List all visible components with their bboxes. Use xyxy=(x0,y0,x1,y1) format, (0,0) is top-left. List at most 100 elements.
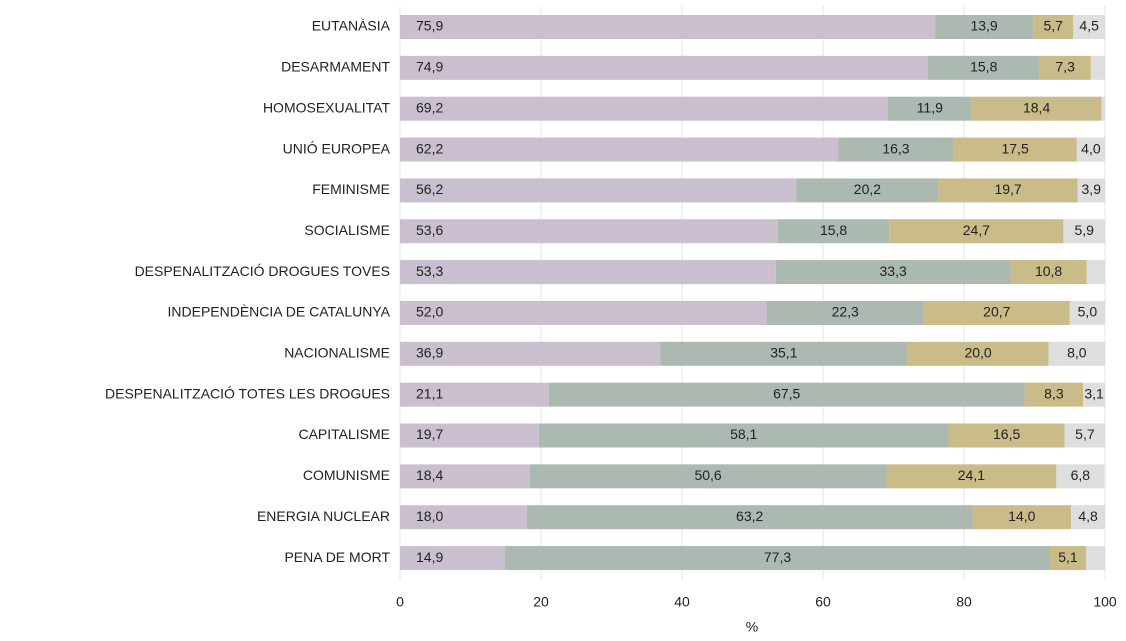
bar-segment xyxy=(400,382,549,407)
data-label: 8,3 xyxy=(1044,385,1064,401)
bar-segment xyxy=(1083,382,1105,407)
data-label: 75,9 xyxy=(416,18,443,34)
x-tick-label: 60 xyxy=(815,594,831,610)
bar-segment xyxy=(400,15,936,39)
y-tick-label: DESPENALITZACIÓ DROGUES TOVES xyxy=(135,263,390,279)
data-label: 5,1 xyxy=(1058,549,1078,565)
data-label: 5,7 xyxy=(1043,18,1063,34)
bar-segment xyxy=(971,96,1102,121)
y-tick-label: COMUNISME xyxy=(303,467,390,483)
bar-segment xyxy=(948,423,1065,448)
data-label: 15,8 xyxy=(970,59,997,75)
bar-segment xyxy=(400,546,506,571)
data-label: 5,9 xyxy=(1074,222,1094,238)
x-tick-label: 0 xyxy=(396,594,404,610)
bar-segment xyxy=(889,219,1064,244)
data-label: 16,5 xyxy=(993,426,1020,442)
bar-segment xyxy=(796,178,939,203)
data-label: 4,8 xyxy=(1078,508,1098,524)
y-tick-label: NACIONALISME xyxy=(284,345,390,361)
data-label: 50,6 xyxy=(694,467,721,483)
bar-segment xyxy=(1010,260,1087,285)
data-label: 18,0 xyxy=(416,508,443,524)
bar-segment xyxy=(400,300,767,325)
bar-segment xyxy=(1050,546,1086,571)
data-label: 58,1 xyxy=(730,426,757,442)
bar-segment xyxy=(838,137,954,162)
data-label: 14,9 xyxy=(416,549,443,565)
bar-segment xyxy=(400,178,797,203)
data-label: 16,3 xyxy=(882,140,909,156)
data-label: 35,1 xyxy=(770,345,797,361)
bar-segment xyxy=(928,55,1040,80)
bar-segment xyxy=(1101,96,1105,121)
y-tick-label: ENERGIA NUCLEAR xyxy=(257,508,390,524)
bar-segment xyxy=(972,505,1072,530)
data-label: 3,9 xyxy=(1082,181,1102,197)
y-tick-label: DESPENALITZACIÓ TOTES LES DROGUES xyxy=(105,385,390,401)
bar-segment xyxy=(1085,546,1105,571)
bar-segment xyxy=(538,423,949,448)
bar-segment xyxy=(526,505,973,530)
data-label: 17,5 xyxy=(1001,140,1028,156)
data-label: 11,9 xyxy=(917,99,943,115)
data-label: 53,6 xyxy=(416,222,443,238)
data-label: 15,8 xyxy=(820,222,847,238)
data-label: 5,0 xyxy=(1078,304,1098,320)
data-label: 53,3 xyxy=(416,263,443,279)
bar-segment xyxy=(766,300,924,325)
bar-segment xyxy=(1069,300,1105,325)
bar-segment xyxy=(400,137,839,162)
bar-segment xyxy=(400,505,527,530)
y-tick-label: PENA DE MORT xyxy=(284,549,390,565)
bar-segment xyxy=(1063,219,1105,244)
data-label: 33,3 xyxy=(880,263,907,279)
data-label: 10,8 xyxy=(1035,263,1062,279)
bar-segment xyxy=(660,341,908,366)
bar-segment xyxy=(777,219,890,244)
data-label: 21,1 xyxy=(416,385,443,401)
data-label: 6,8 xyxy=(1071,467,1091,483)
bar-segment xyxy=(938,178,1078,203)
data-label: 36,9 xyxy=(416,345,443,361)
bar-segment xyxy=(775,260,1011,285)
bar-segment xyxy=(953,137,1077,162)
data-label: 63,2 xyxy=(736,508,763,524)
bar-segment xyxy=(1073,15,1105,39)
bar-segment xyxy=(1076,137,1105,162)
bar-segment xyxy=(907,341,1049,366)
data-label: 69,2 xyxy=(416,99,443,115)
y-tick-label: INDEPENDÈNCIA DE CATALUNYA xyxy=(168,304,391,320)
data-label: 4,0 xyxy=(1081,140,1101,156)
data-label: 67,5 xyxy=(773,385,800,401)
bar-segment xyxy=(1071,505,1105,530)
x-tick-label: 80 xyxy=(956,594,972,610)
y-tick-label: EUTANÀSIA xyxy=(312,18,391,34)
bar-segment xyxy=(505,546,1051,571)
data-label: 74,9 xyxy=(416,59,443,75)
data-label: 5,7 xyxy=(1075,426,1095,442)
bar-segment xyxy=(887,96,972,121)
bar-segment xyxy=(548,382,1025,407)
data-label: 22,3 xyxy=(832,304,859,320)
bar-segment xyxy=(400,96,888,121)
data-label: 62,2 xyxy=(416,140,443,156)
data-label: 56,2 xyxy=(416,181,443,197)
bar-segment xyxy=(886,464,1057,489)
bar-segment xyxy=(400,219,778,244)
data-label: 20,7 xyxy=(983,304,1010,320)
bar-segment xyxy=(1077,178,1105,203)
data-label: 18,4 xyxy=(416,467,443,483)
y-tick-label: UNIÓ EUROPEA xyxy=(283,140,391,156)
data-label: 4,5 xyxy=(1079,18,1099,34)
y-tick-label: CAPITALISME xyxy=(298,426,390,442)
bar-segment xyxy=(1090,55,1105,80)
data-label: 19,7 xyxy=(416,426,443,442)
bar-segment xyxy=(1064,423,1105,448)
data-label: 13,9 xyxy=(970,18,997,34)
y-tick-label: FEMINISME xyxy=(312,181,390,197)
x-axis-label: % xyxy=(746,619,758,635)
y-tick-label: DESARMAMENT xyxy=(281,59,390,75)
bar-segment xyxy=(923,300,1070,325)
